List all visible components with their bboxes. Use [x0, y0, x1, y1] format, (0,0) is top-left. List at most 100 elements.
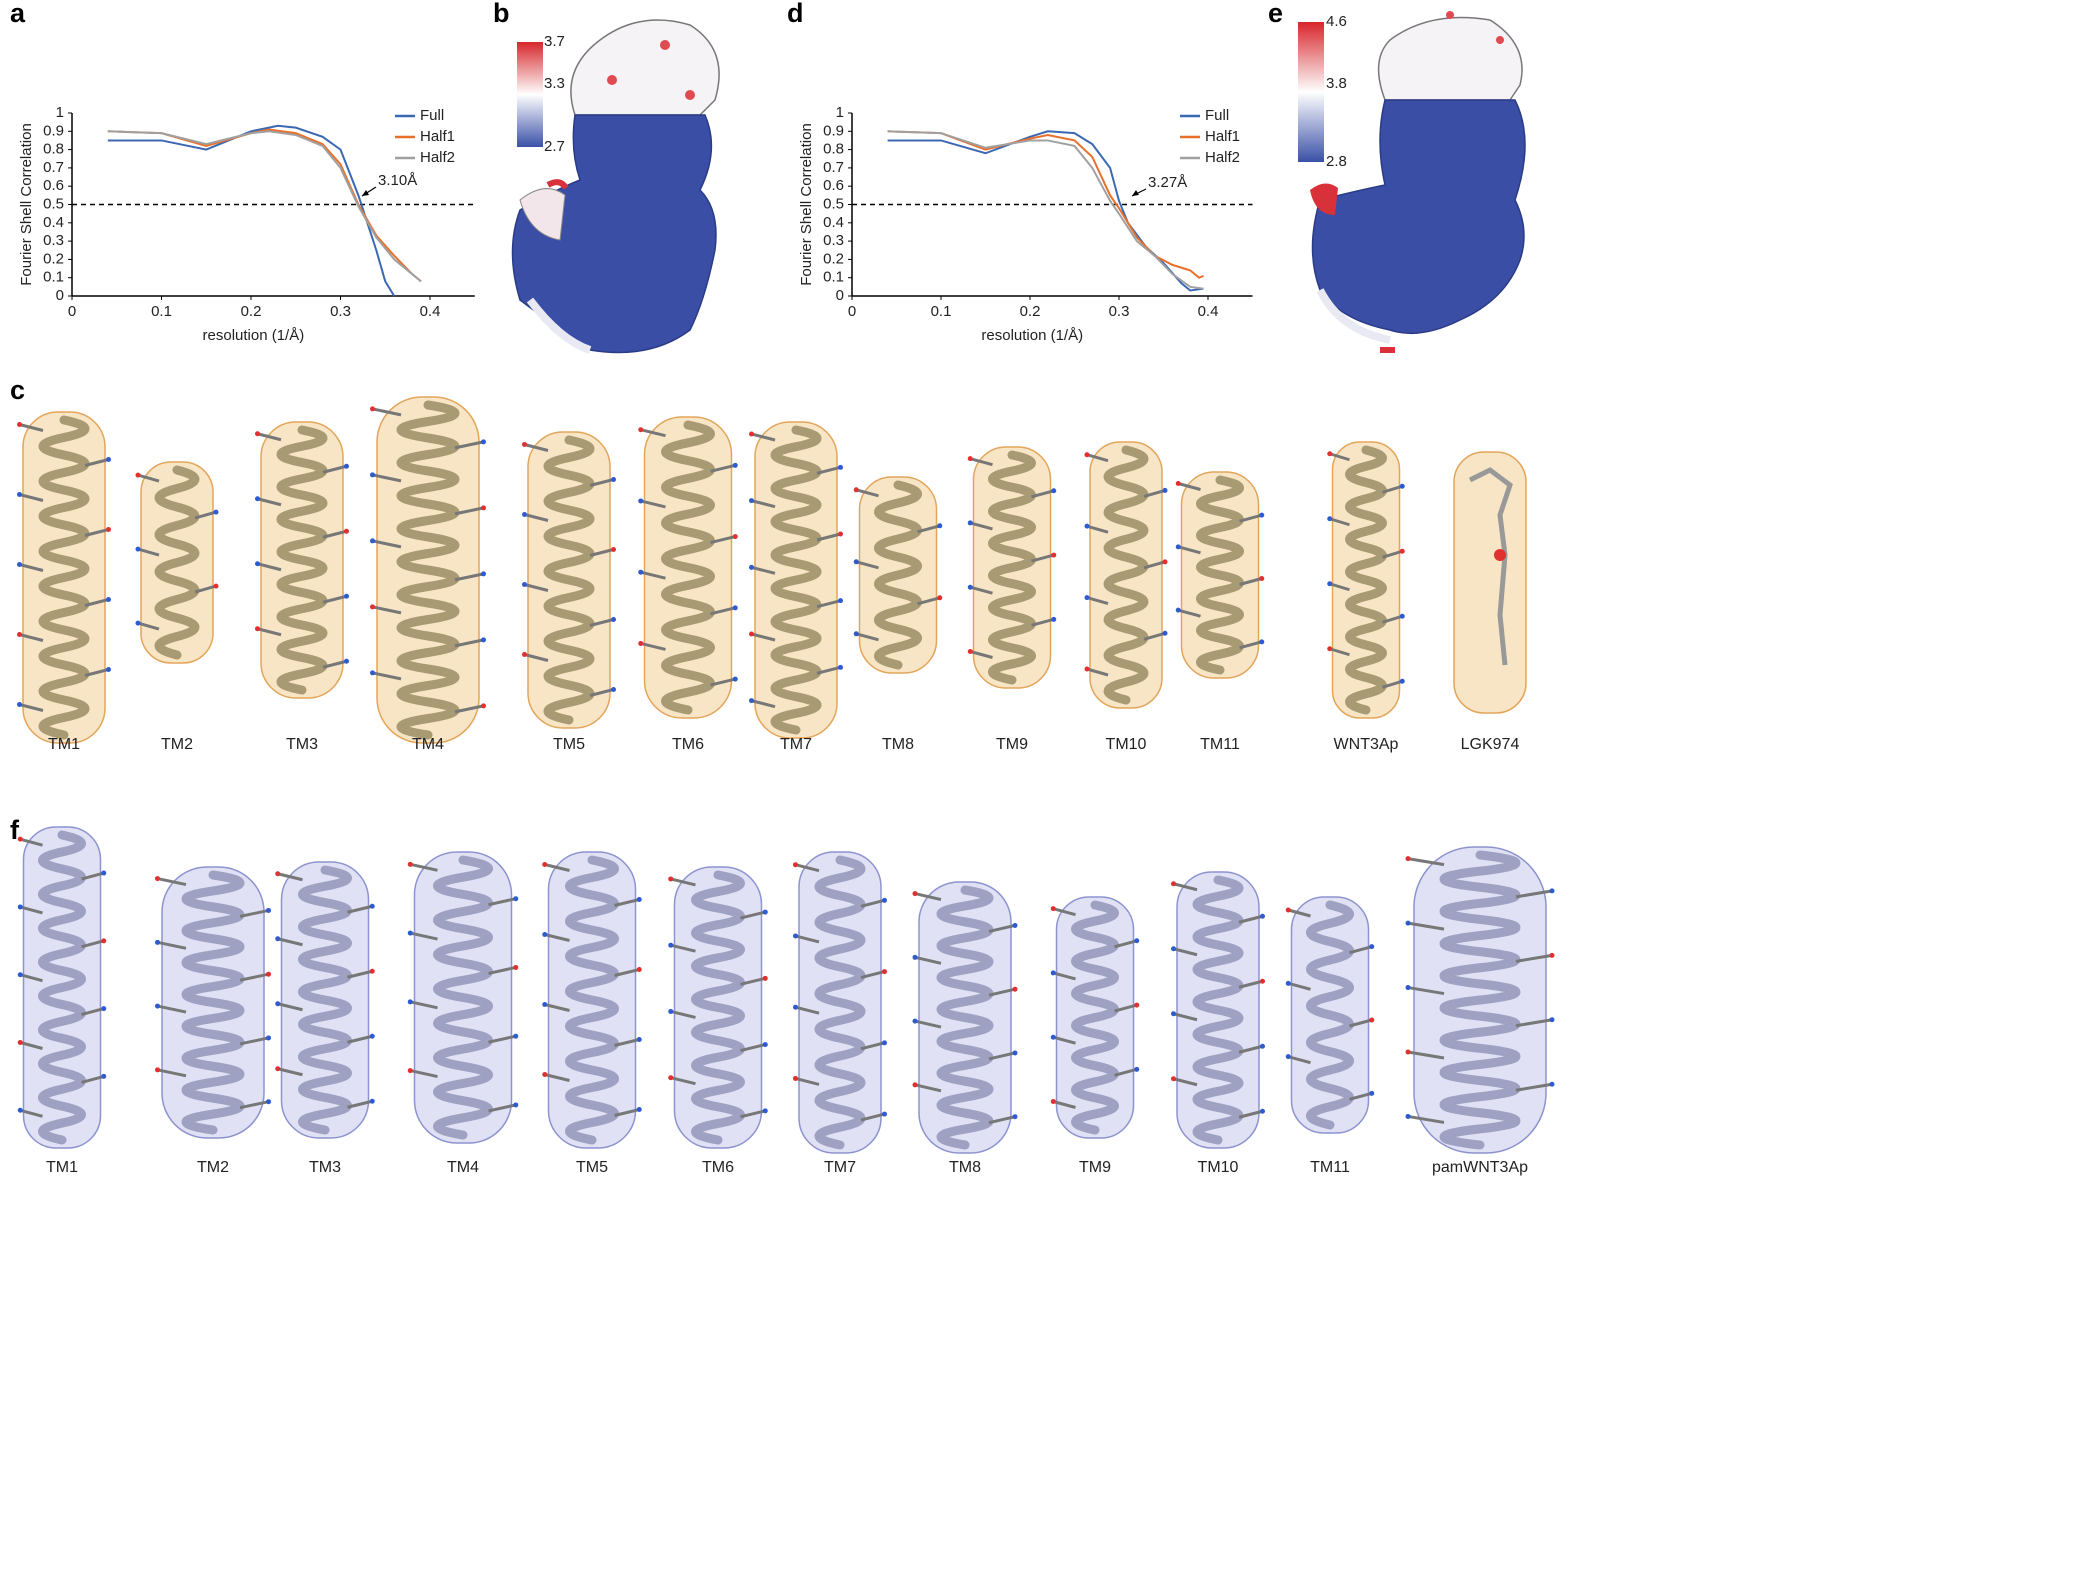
- helix-model: [749, 421, 843, 739]
- structure-label: TM5: [576, 1159, 608, 1176]
- structure-label: LGK974: [1461, 736, 1520, 753]
- side-chain: [81, 1007, 105, 1017]
- side-chain: [81, 871, 105, 881]
- structure-label: TM10: [1106, 736, 1147, 753]
- side-chain: [1052, 907, 1076, 917]
- x-tick-label: 0.4: [1198, 303, 1219, 320]
- annotation: 3.10Å: [378, 172, 417, 189]
- side-chain: [914, 955, 942, 965]
- side-chain: [544, 933, 570, 942]
- atom: [101, 1006, 107, 1012]
- side-chain: [751, 632, 776, 642]
- ribbon: [1103, 445, 1149, 705]
- atom: [749, 564, 754, 570]
- atom: [749, 631, 754, 637]
- atom: [732, 462, 738, 468]
- side-chain: [488, 1103, 517, 1113]
- atom: [1050, 970, 1056, 976]
- y-axis-label: Fourier Shell Correlation: [798, 123, 815, 286]
- side-chain: [1173, 882, 1198, 892]
- atom: [638, 569, 644, 575]
- side-chain: [1349, 1091, 1373, 1101]
- atom: [344, 528, 349, 534]
- atom: [1259, 639, 1265, 645]
- side-chain: [1086, 596, 1109, 606]
- colorbar-label: 3.7: [544, 33, 565, 50]
- side-chain: [740, 976, 766, 986]
- side-chain: [81, 1074, 105, 1084]
- atom: [912, 954, 918, 960]
- side-chain: [454, 572, 484, 582]
- atom: [370, 538, 375, 544]
- atom: [1175, 607, 1181, 613]
- density: [1453, 451, 1527, 714]
- y-axis-label: Fourier Shell Correlation: [18, 123, 35, 286]
- side-chain: [19, 1041, 43, 1050]
- atom: [937, 595, 943, 601]
- atom: [542, 1002, 548, 1007]
- atom: [513, 1102, 519, 1108]
- side-chain: [347, 904, 373, 914]
- atom: [522, 582, 527, 587]
- y-tick-label: 0.1: [43, 269, 64, 286]
- y-tick-label: 0.6: [43, 177, 64, 194]
- side-chain: [614, 898, 640, 907]
- side-chain: [1143, 631, 1166, 641]
- legend-label: Full: [420, 107, 444, 124]
- atom: [1134, 938, 1140, 944]
- x-tick-label: 0.3: [330, 303, 351, 320]
- atom: [636, 897, 642, 902]
- x-tick-label: 0.1: [151, 303, 172, 320]
- atom: [481, 637, 486, 643]
- side-chain: [710, 535, 736, 545]
- helix-model: [668, 866, 768, 1149]
- atom: [636, 1107, 642, 1112]
- atom: [1399, 613, 1405, 619]
- atom: [266, 1099, 271, 1105]
- structure-label: pamWNT3Ap: [1432, 1159, 1528, 1176]
- atom: [17, 836, 23, 842]
- atom: [1084, 595, 1090, 601]
- atom: [481, 439, 486, 445]
- ribbon: [1196, 475, 1244, 675]
- atom: [1494, 549, 1506, 561]
- y-tick-label: 0.1: [823, 269, 844, 286]
- atom: [1171, 946, 1176, 952]
- atom: [1012, 922, 1018, 928]
- side-chain: [670, 1076, 696, 1086]
- y-tick-label: 0: [836, 287, 844, 304]
- atom: [668, 942, 674, 948]
- atom: [967, 649, 973, 654]
- side-chain: [409, 862, 438, 872]
- ribbon: [543, 435, 595, 725]
- side-chain: [860, 1041, 885, 1051]
- side-chain: [710, 677, 736, 687]
- side-chain: [816, 599, 841, 609]
- ribbon: [874, 480, 922, 670]
- side-chain: [751, 699, 776, 709]
- side-chain: [1407, 857, 1445, 867]
- side-chain: [277, 1067, 303, 1077]
- atom: [793, 933, 798, 939]
- atom: [1012, 986, 1018, 992]
- helix-model: [542, 851, 642, 1149]
- atom: [882, 897, 887, 903]
- atom: [344, 658, 349, 664]
- side-chain: [795, 934, 820, 944]
- atom: [762, 975, 768, 981]
- side-chain: [816, 465, 841, 475]
- side-chain: [1515, 1018, 1553, 1028]
- atom: [101, 938, 107, 944]
- atom: [522, 512, 527, 517]
- helix-model: [155, 866, 271, 1139]
- side-chain: [751, 432, 776, 442]
- y-tick-label: 0.7: [43, 159, 64, 176]
- side-chain: [157, 1068, 187, 1078]
- side-chain: [544, 1003, 570, 1012]
- atom: [1084, 523, 1090, 529]
- atom: [793, 862, 798, 868]
- atom: [1171, 881, 1176, 887]
- side-chain: [322, 659, 347, 669]
- atom: [732, 605, 738, 611]
